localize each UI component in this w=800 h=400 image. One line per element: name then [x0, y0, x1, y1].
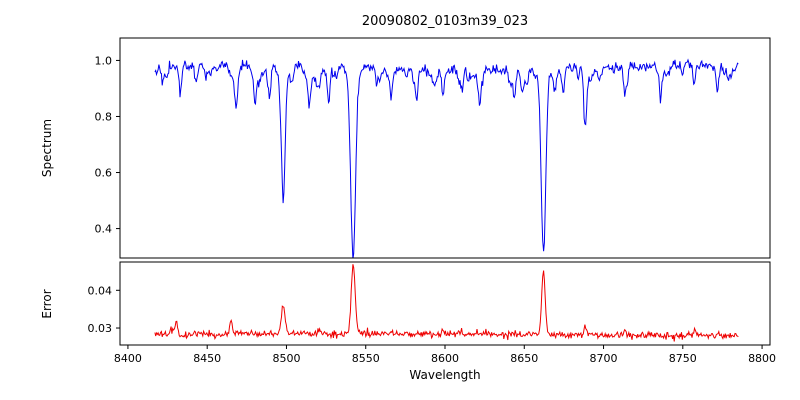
spectrum-ytick-label: 0.6 [95, 167, 113, 180]
x-tick-label: 8500 [272, 352, 300, 365]
x-tick-label: 8600 [431, 352, 459, 365]
spectrum-line [154, 58, 739, 258]
error-ytick-label: 0.03 [88, 322, 113, 335]
error-line [154, 264, 739, 342]
spectrum-panel [119, 37, 771, 259]
x-tick-label: 8550 [352, 352, 380, 365]
x-tick-label: 8800 [748, 352, 776, 365]
spectrum-ytick-label: 0.4 [95, 223, 113, 236]
x-axis-label: Wavelength [409, 368, 481, 382]
x-tick-label: 8650 [510, 352, 538, 365]
x-tick-label: 8750 [669, 352, 697, 365]
error-ytick-label: 0.04 [88, 284, 113, 297]
chart-title: 20090802_0103m39_023 [361, 14, 529, 29]
x-tick-label: 8700 [590, 352, 618, 365]
x-tick-label: 8400 [114, 352, 142, 365]
spectrum-ytick-label: 1.0 [95, 54, 113, 67]
spectrum-ytick-label: 0.8 [95, 110, 113, 123]
x-tick-label: 8450 [193, 352, 221, 365]
